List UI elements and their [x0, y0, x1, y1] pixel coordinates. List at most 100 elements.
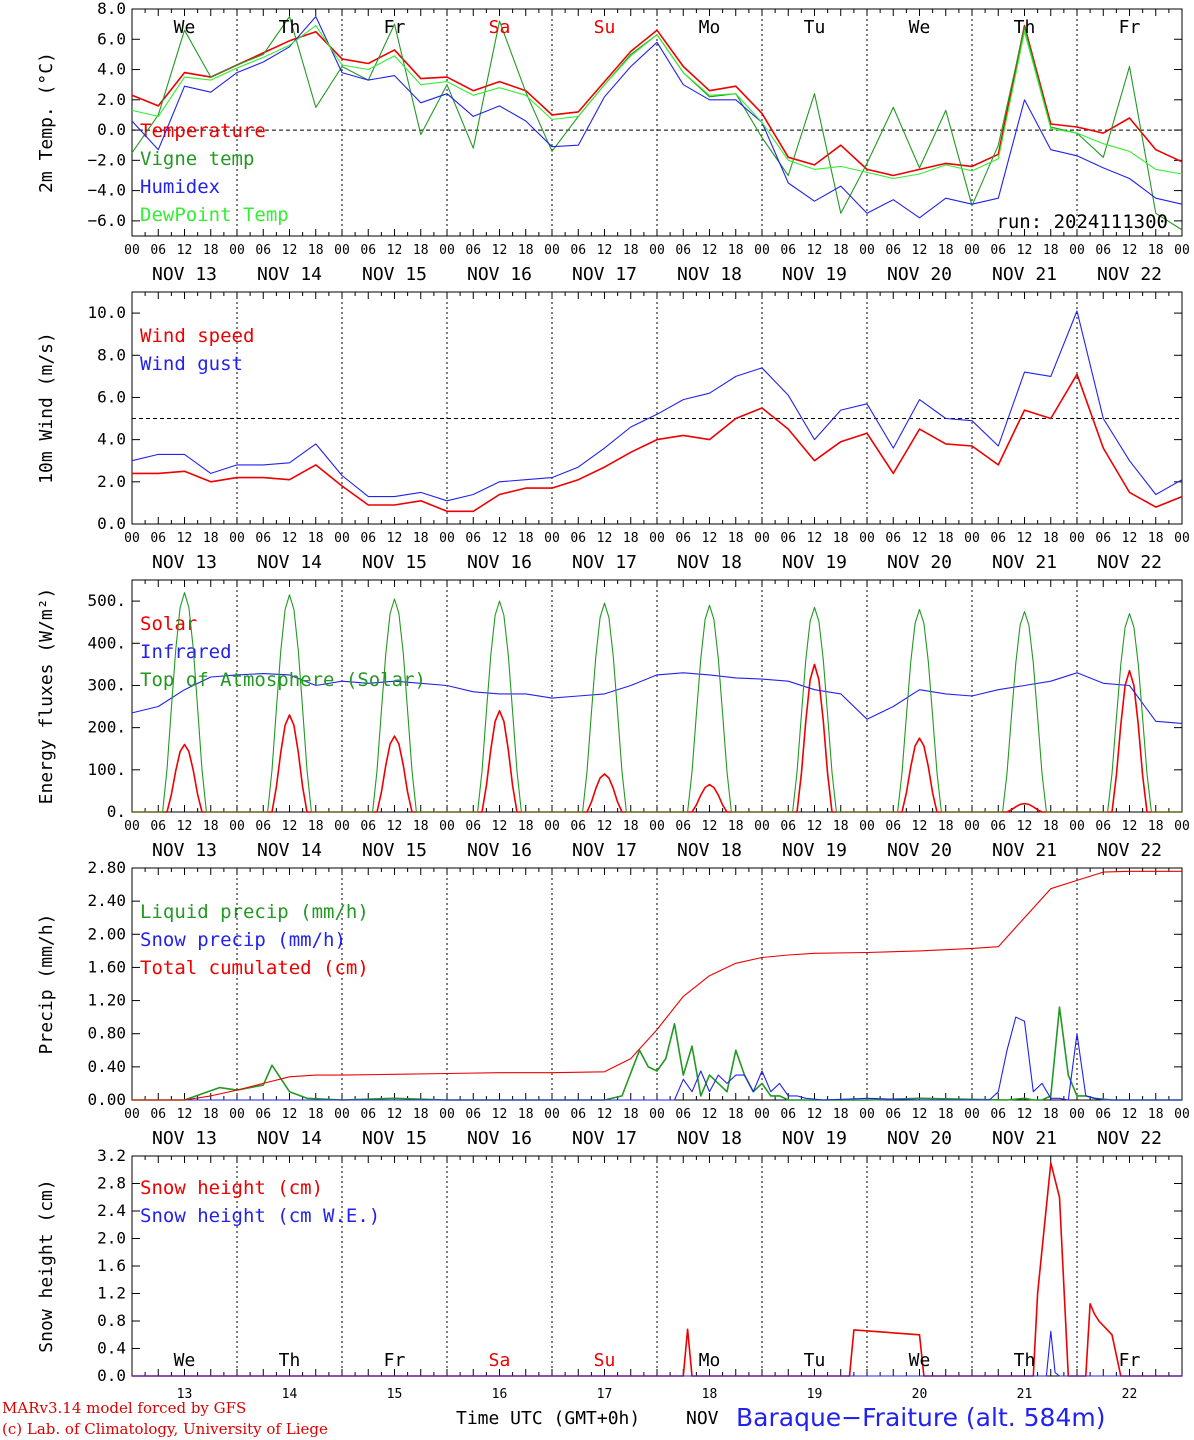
- hour-label: 12: [177, 819, 193, 834]
- hour-label: 06: [675, 1107, 691, 1122]
- series-line-4-3: [132, 870, 1182, 1101]
- hour-label: 12: [807, 1107, 823, 1122]
- hour-label: 00: [754, 531, 770, 546]
- hour-label: 18: [728, 243, 744, 258]
- hour-label: 06: [885, 819, 901, 834]
- hour-label: 18: [203, 1107, 219, 1122]
- hour-label: 18: [308, 819, 324, 834]
- hour-label: 06: [885, 243, 901, 258]
- panel-3: 500. 400. 300. 200. 100. 0. Energy fluxes (W/m…: [36, 579, 1190, 861]
- hour-label: 00: [964, 243, 980, 258]
- date-label: NOV 14: [257, 264, 322, 285]
- hour-label: 00: [334, 531, 350, 546]
- hour-label: 06: [1095, 819, 1111, 834]
- panel-4: 2.80 2.40 2.00 1.60 1.20 0.80 0.40 0.00 Precip (…: [36, 858, 1190, 1149]
- series-line-4-2: [132, 1016, 1182, 1101]
- series-line-1-1: [131, 24, 1183, 177]
- y-tick-label: 0.8: [97, 1311, 126, 1330]
- hour-label: 06: [150, 531, 166, 546]
- hour-label: 18: [938, 531, 954, 546]
- legend-entry: Infrared: [140, 641, 232, 663]
- hour-label: 06: [150, 243, 166, 258]
- date-label: NOV 17: [572, 1128, 637, 1149]
- y-tick-label: 2.40: [87, 891, 126, 910]
- y-tick-label: −4.0: [87, 181, 126, 200]
- hour-label: 00: [859, 243, 875, 258]
- hour-label: 00: [964, 531, 980, 546]
- day-number-label: 18: [702, 1387, 718, 1402]
- date-label: NOV 18: [677, 840, 742, 861]
- hour-label: 00: [229, 243, 245, 258]
- station-name: Baraque−Fraiture (alt. 584m): [736, 1403, 1105, 1432]
- date-label: NOV 19: [782, 840, 847, 861]
- hour-label: 18: [1043, 1107, 1059, 1122]
- y-tick-label: 6.0: [97, 387, 126, 406]
- hour-label: 18: [518, 819, 534, 834]
- legend-entry: Vigne temp: [140, 148, 254, 170]
- hour-label: 00: [1069, 531, 1085, 546]
- weekday-label: We: [174, 17, 196, 38]
- hour-label: 00: [439, 1107, 455, 1122]
- hour-label: 00: [544, 243, 560, 258]
- hour-label: 12: [1122, 243, 1138, 258]
- weekday-label: We: [909, 1350, 931, 1371]
- hour-label: 12: [387, 531, 403, 546]
- y-tick-label: 0.4: [97, 1339, 126, 1358]
- day-number-label: 17: [597, 1387, 613, 1402]
- date-label: NOV 18: [677, 1128, 742, 1149]
- hour-label: 06: [675, 243, 691, 258]
- y-axis-title: 2m Temp. (°C): [36, 52, 57, 193]
- hour-label: 12: [1017, 531, 1033, 546]
- run-label: run: 2024111300: [996, 211, 1168, 233]
- hour-label: 12: [912, 1107, 928, 1122]
- hour-label: 06: [255, 531, 271, 546]
- y-tick-label: 4.0: [97, 430, 126, 449]
- hour-label: 00: [754, 243, 770, 258]
- hour-label: 06: [990, 531, 1006, 546]
- date-label: NOV 22: [1097, 264, 1162, 285]
- legend-entry: Temperature: [140, 120, 266, 142]
- hour-label: 12: [807, 243, 823, 258]
- y-tick-label: 8.0: [97, 0, 126, 18]
- hour-label: 18: [1148, 1107, 1164, 1122]
- date-label: NOV 15: [362, 840, 427, 861]
- hour-label: 18: [728, 1107, 744, 1122]
- hour-label: 12: [702, 819, 718, 834]
- hour-label: 06: [360, 531, 376, 546]
- y-tick-label: 4.0: [97, 60, 126, 79]
- weekday-label: Fr: [1119, 1350, 1141, 1371]
- hour-label: 00: [1069, 1107, 1085, 1122]
- hour-label: 00: [229, 819, 245, 834]
- hour-label: 12: [597, 819, 613, 834]
- date-label: NOV 14: [257, 840, 322, 861]
- hour-label: 06: [570, 1107, 586, 1122]
- hour-label: 12: [597, 1107, 613, 1122]
- x-axis-title: Time UTC (GMT+0h): [456, 1408, 640, 1429]
- date-label: NOV 22: [1097, 552, 1162, 573]
- panel-1: 8.0 6.0 4.0 2.0 0.0 −2.0 −4.0 −6.0 2m Temp. (°C)…: [36, 0, 1190, 285]
- y-tick-label: 0.80: [87, 1024, 126, 1043]
- hour-label: 12: [282, 819, 298, 834]
- date-label: NOV 20: [887, 1128, 952, 1149]
- date-label: NOV 14: [257, 1128, 322, 1149]
- hour-label: 18: [623, 243, 639, 258]
- weekday-label: Su: [594, 1350, 616, 1371]
- hour-label: 12: [1122, 1107, 1138, 1122]
- hour-label: 12: [492, 1107, 508, 1122]
- hour-label: 18: [1043, 531, 1059, 546]
- weekday-label: Fr: [384, 1350, 406, 1371]
- hour-label: 00: [334, 1107, 350, 1122]
- y-tick-label: 1.60: [87, 957, 126, 976]
- day-number-label: 21: [1017, 1387, 1033, 1402]
- hour-label: 00: [439, 243, 455, 258]
- weekday-label: Tu: [804, 1350, 826, 1371]
- date-label: NOV 22: [1097, 840, 1162, 861]
- hour-label: 18: [308, 243, 324, 258]
- hour-label: 06: [150, 819, 166, 834]
- hour-label: 06: [780, 1107, 796, 1122]
- hour-label: 18: [728, 531, 744, 546]
- y-tick-label: 3.2: [97, 1146, 126, 1165]
- hour-label: 12: [1122, 819, 1138, 834]
- y-tick-label: 1.2: [97, 1284, 126, 1303]
